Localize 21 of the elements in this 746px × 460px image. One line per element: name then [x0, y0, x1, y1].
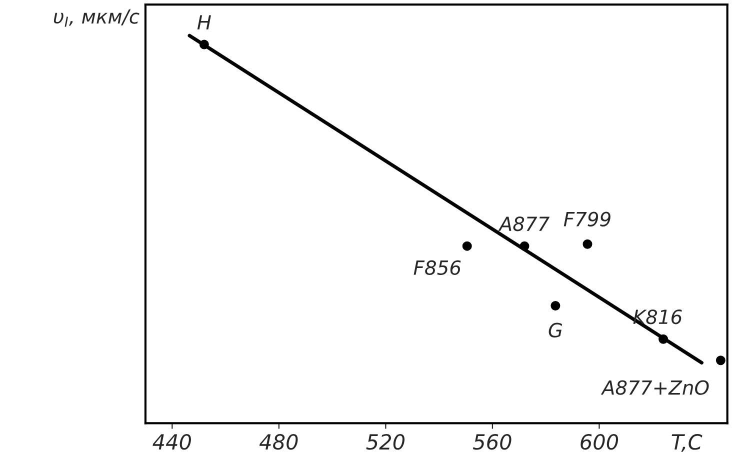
point [582, 239, 592, 249]
point [199, 40, 209, 50]
point [462, 241, 472, 251]
x-axis-title: T,C [672, 434, 702, 452]
annotation: A877 [498, 216, 550, 232]
annotation: G [548, 322, 562, 338]
annotation: H [197, 15, 211, 30]
x-tick-label: 560 [472, 434, 512, 450]
annotation: F856 [414, 260, 461, 276]
x-tick-label: 440 [152, 434, 191, 450]
point [520, 241, 530, 251]
annotation: K816 [633, 310, 682, 324]
y-axis-title: υ$_{I}$, мкм/с [54, 9, 140, 27]
annotation: A877+ZnO [600, 380, 709, 395]
x-tick-label: 480 [259, 434, 298, 450]
point [658, 334, 668, 344]
point [716, 356, 726, 366]
x-tick-label: 520 [366, 434, 405, 450]
annotation: F799 [564, 212, 610, 226]
point [550, 301, 560, 311]
x-tick-label: 600 [580, 434, 618, 450]
